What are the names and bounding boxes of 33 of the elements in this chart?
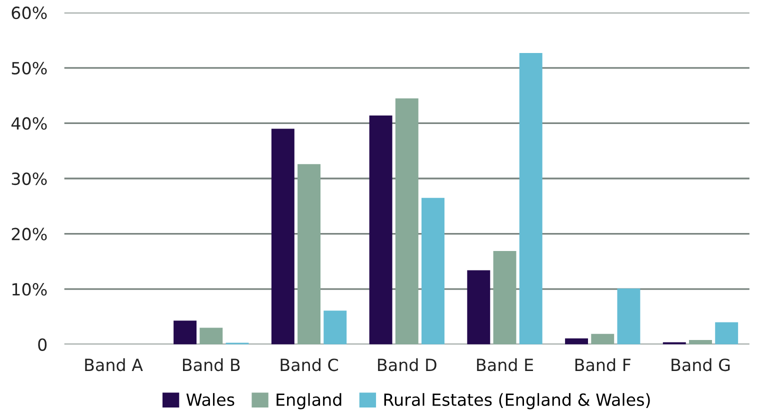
bar [493,250,516,344]
legend-label: Rural Estates (England & Wales) [384,393,650,410]
bar [174,320,197,344]
x-tick-label: Band G [672,358,730,372]
x-tick-label: Band F [575,358,630,372]
bar [467,270,490,344]
y-tick-label: 40% [11,117,47,130]
bar [715,322,738,344]
bar [422,198,444,344]
x-tick-label: Band C [280,358,338,372]
bar [519,52,542,344]
bar [324,310,347,344]
y-tick-label: 10% [12,283,47,296]
y-tick-label: 60% [12,6,47,20]
x-tick-label: Band B [183,358,240,372]
bar [200,328,223,344]
legend-label: Wales [186,393,234,406]
bar [617,288,640,344]
bar [271,128,294,344]
y-tick-label: 0 [38,338,47,351]
bar [298,164,320,344]
y-tick-label: 20% [12,228,47,240]
bar [369,115,392,344]
y-tick-label: 30% [12,172,47,186]
x-tick-label: Band D [378,358,436,372]
bar [689,340,712,344]
bar [395,98,418,344]
bar [591,334,614,344]
x-tick-label: Band E [477,358,533,372]
legend-label: England [276,393,342,410]
x-tick-label: Band A [85,358,143,372]
bar [565,338,588,344]
y-tick-label: 50% [12,62,47,74]
